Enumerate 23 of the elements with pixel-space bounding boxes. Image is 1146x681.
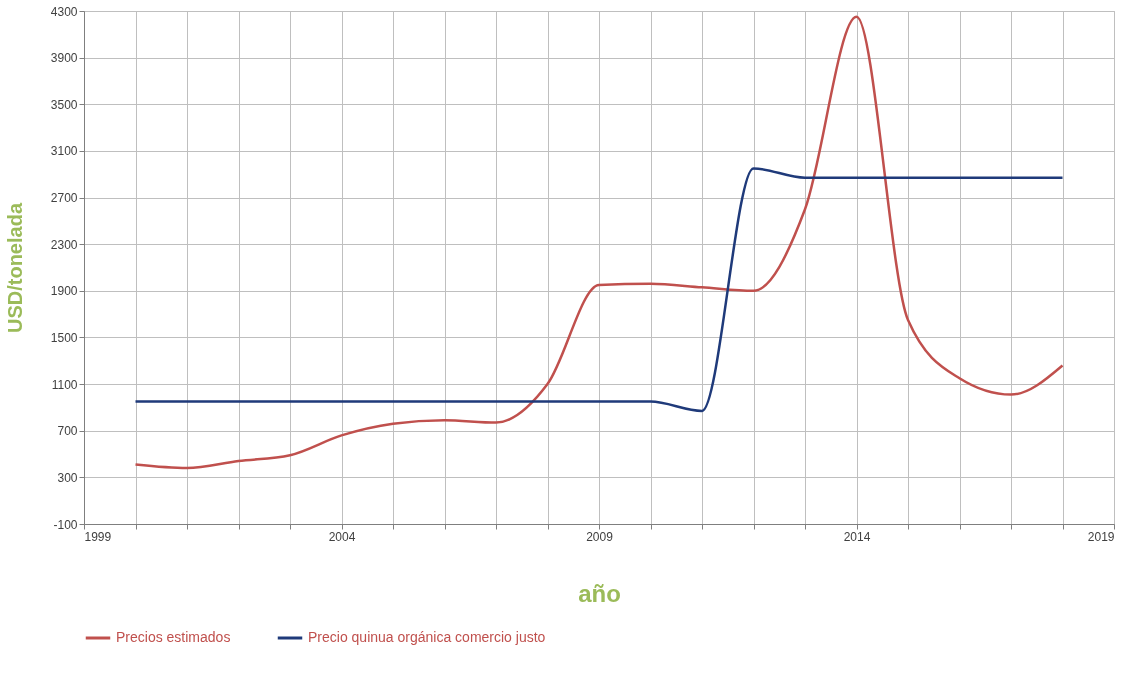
y-tick-label: 4300	[50, 4, 78, 19]
y-tick-label: 1100	[51, 377, 78, 392]
y-tick-label: 3900	[50, 51, 78, 66]
y-tick-label: 3100	[50, 144, 78, 159]
y-tick-label: 2300	[50, 237, 78, 252]
x-tick-label: 1999	[84, 529, 112, 544]
y-tick-label: -100	[53, 517, 78, 532]
y-tick-label: 3500	[50, 97, 78, 112]
legend-label: Precio quinua orgánica comercio justo	[308, 629, 546, 645]
x-axis-title: año	[578, 579, 621, 607]
x-tick-label: 2014	[843, 529, 871, 544]
y-axis-title: USD/tonelada	[3, 202, 26, 334]
y-tick-label: 1500	[50, 330, 78, 345]
y-tick-label: 300	[57, 470, 78, 485]
legend-label: Precios estimados	[116, 629, 231, 645]
x-tick-label: 2019	[1087, 529, 1115, 544]
line-series	[134, 167, 1064, 413]
x-tick-label: 2009	[586, 529, 614, 544]
line-series	[134, 15, 1064, 470]
x-tick-label: 2004	[328, 529, 356, 544]
y-tick-label: 2700	[50, 191, 78, 206]
y-tick-label: 1900	[50, 284, 78, 299]
y-tick-label: 700	[57, 424, 78, 439]
